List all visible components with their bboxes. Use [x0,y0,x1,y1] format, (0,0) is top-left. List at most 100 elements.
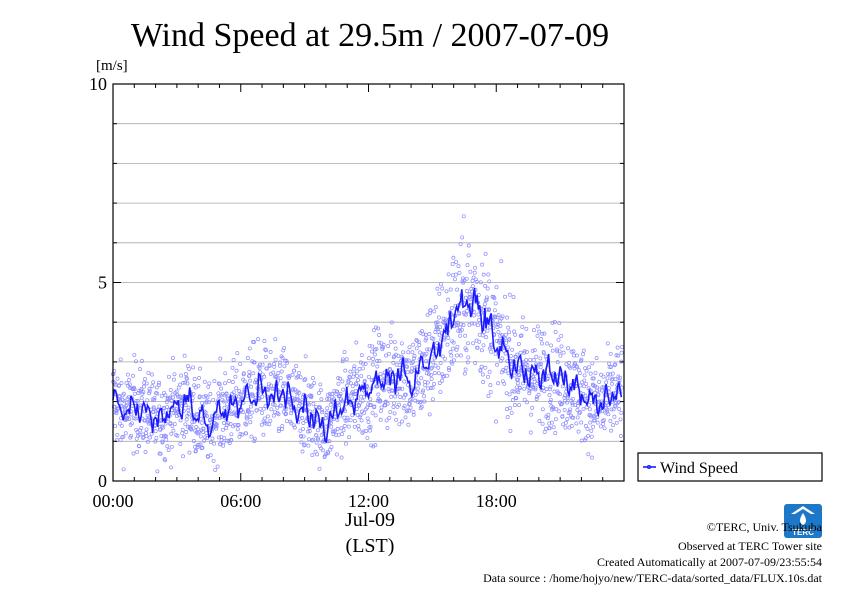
data-point [321,448,325,453]
data-point [329,445,334,449]
data-point [378,371,383,376]
data-point [411,342,416,347]
data-point [620,344,625,349]
data-point [354,340,359,345]
data-point [440,378,444,383]
data-point [286,376,291,380]
data-point [478,368,483,373]
data-point [438,361,443,365]
data-point [147,387,152,391]
data-point [225,402,230,407]
data-point [613,404,618,409]
data-point [347,374,352,379]
data-point [586,433,591,438]
data-point [407,408,412,413]
data-point [185,381,190,386]
data-point [579,420,584,425]
data-point [356,378,361,382]
data-point [532,328,536,333]
data-point [540,407,545,412]
data-point [119,423,124,428]
data-point [226,421,231,426]
data-point [524,326,529,331]
data-point [388,339,393,344]
data-point [506,325,511,330]
data-point [582,378,587,383]
data-point [139,426,144,430]
data-point [506,345,510,350]
data-point [343,441,348,446]
data-point [273,374,278,379]
data-point [449,353,454,358]
data-point [152,406,156,411]
data-point [356,427,361,432]
data-point [436,327,440,332]
data-point [436,365,441,370]
data-point [427,347,432,352]
data-point [483,283,488,288]
data-point [183,380,188,385]
data-point [479,364,484,369]
data-point [202,379,207,384]
data-point [342,350,347,355]
data-point [207,381,212,386]
data-point [146,370,151,375]
data-point [410,350,415,355]
data-point [358,400,362,405]
data-point [290,372,295,377]
data-point [289,421,294,426]
data-point [315,428,320,433]
data-point [464,348,469,353]
data-point [261,432,266,437]
data-point [151,380,156,385]
data-point [316,436,321,441]
data-point [171,395,176,400]
data-point [454,259,459,264]
data-point [317,390,321,395]
data-point [578,410,583,415]
data-point [231,358,236,362]
data-point [590,455,595,460]
data-point [260,410,264,415]
data-point [117,394,122,399]
data-point [533,387,538,392]
data-point [378,417,383,422]
legend-box [637,452,823,482]
data-point [581,352,585,357]
data-point [449,305,454,310]
data-point [437,315,441,320]
axis-ticks: 0 5 10 00:00 06:00 12:00 18:00 [89,74,624,511]
data-point [163,458,168,463]
data-point [613,362,618,367]
data-point [483,365,488,370]
data-point [317,466,322,471]
data-point [466,253,471,258]
data-point [502,381,507,386]
data-point [432,371,437,376]
data-point [492,308,497,313]
data-point [276,371,281,375]
data-point [586,452,591,457]
data-point [183,403,188,407]
data-point [377,333,382,337]
data-point [256,337,260,342]
data-point [117,383,122,388]
data-point [426,372,431,377]
data-point [497,319,502,324]
data-point [516,342,521,346]
data-point [582,384,587,389]
data-point [389,388,394,393]
data-point [555,349,560,354]
data-point [248,378,253,383]
data-point [468,269,473,274]
data-point [533,385,538,390]
data-point [268,350,273,354]
data-point [481,343,486,348]
data-point [361,429,366,434]
data-point [416,380,421,385]
data-point [466,355,471,360]
data-point [391,360,396,365]
data-point [455,287,460,292]
data-point [339,432,344,437]
data-point [504,365,509,370]
